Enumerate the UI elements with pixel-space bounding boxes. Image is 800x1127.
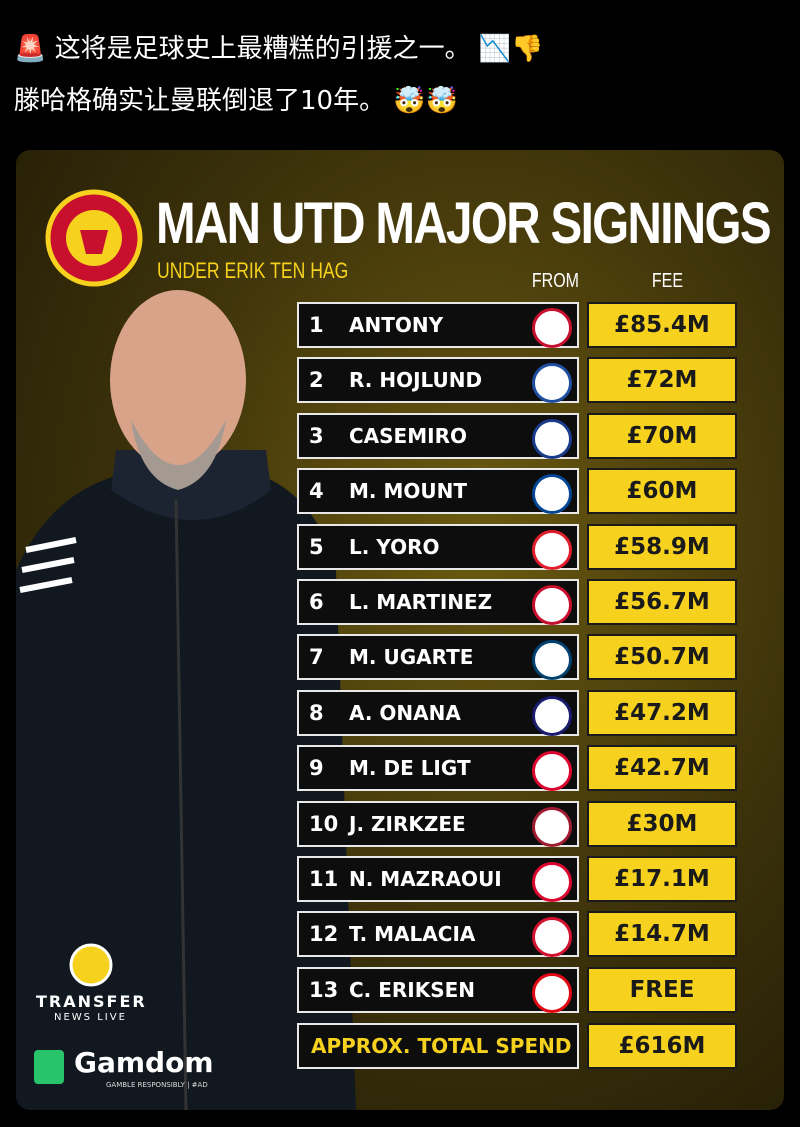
- club-crest: [45, 189, 143, 287]
- fee: £30M: [587, 800, 737, 847]
- club-logo: [532, 474, 572, 515]
- fee: £42.7M: [587, 745, 737, 792]
- player-row: 6 L. MARTINEZ: [297, 579, 579, 625]
- club-logo: [532, 695, 572, 736]
- player-name: L. MARTINEZ: [349, 590, 493, 614]
- player-row: 2 R. HOJLUND: [297, 357, 579, 404]
- player-row: 3 CASEMIRO: [297, 412, 579, 459]
- fee: £47.2M: [587, 689, 737, 736]
- player-name: M. DE LIGT: [349, 756, 471, 781]
- rank: 12: [309, 922, 339, 947]
- player-name: A. ONANA: [349, 700, 461, 725]
- club-logo: [532, 751, 572, 792]
- player-row: 10 J. ZIRKZEE: [297, 800, 579, 847]
- sponsor-note: GAMBLE RESPONSIBLY | #AD: [106, 1081, 208, 1089]
- sponsor: Gamdom: [74, 1046, 214, 1079]
- player-name: T. MALACIA: [349, 922, 476, 947]
- player-name: M. MOUNT: [349, 479, 467, 504]
- player-row: 9 M. DE LIGT: [297, 745, 579, 792]
- brand-text: NEWS LIVE: [54, 1012, 127, 1023]
- player-row: 8 A. ONANA: [297, 689, 579, 736]
- player-row: 7 M. UGARTE: [297, 634, 579, 681]
- total-label-box: APPROX. TOTAL SPEND: [297, 1023, 579, 1069]
- fee: £70M: [587, 412, 737, 459]
- column-header: FEE: [651, 270, 684, 292]
- player-name: C. ERIKSEN: [349, 977, 476, 1002]
- club-logo: [532, 308, 572, 348]
- rank: 3: [309, 423, 324, 448]
- club-logo: [532, 585, 572, 625]
- club-logo: [532, 972, 572, 1013]
- rank: 9: [309, 756, 324, 781]
- brand-logo: [34, 943, 113, 1084]
- fee: £14.7M: [587, 911, 737, 958]
- artwork: [16, 189, 356, 1110]
- rank: 10: [309, 811, 339, 836]
- player-row: 12 T. MALACIA: [297, 911, 579, 958]
- rank: 6: [309, 590, 324, 614]
- club-logo: [532, 806, 572, 847]
- fee: £17.1M: [587, 856, 737, 902]
- rank: 8: [309, 700, 324, 725]
- total-value: £616M: [587, 1023, 737, 1069]
- post-line: 滕哈格确实让曼联倒退了10年。 🤯🤯: [14, 86, 459, 116]
- club-logo: [532, 418, 572, 459]
- rank: 7: [309, 645, 324, 670]
- subtitle: UNDER ERIK TEN HAG: [157, 258, 349, 283]
- player-row: 1 ANTONY: [297, 302, 579, 348]
- club-logo: [532, 640, 572, 681]
- rank: 1: [309, 313, 324, 337]
- club-logo: [532, 529, 572, 570]
- player-name: J. ZIRKZEE: [349, 811, 466, 836]
- fee: £60M: [587, 468, 737, 515]
- post-line: 🚨 这将是足球史上最糟糕的引援之一。 📉👎: [14, 34, 544, 64]
- player-name: CASEMIRO: [349, 423, 467, 448]
- player-name: L. YORO: [349, 534, 440, 559]
- player-row: 11 N. MAZRAOUI: [297, 856, 579, 902]
- fee: FREE: [587, 966, 737, 1013]
- club-logo: [532, 363, 572, 404]
- fee: £58.9M: [587, 523, 737, 570]
- rank: 4: [309, 479, 324, 504]
- club-logo: [532, 917, 572, 958]
- column-header: FROM: [531, 270, 580, 292]
- fee: £56.7M: [587, 579, 737, 625]
- rank: 13: [309, 977, 339, 1002]
- player-name: N. MAZRAOUI: [349, 867, 502, 891]
- player-name: M. UGARTE: [349, 645, 474, 670]
- rank: 2: [309, 368, 324, 393]
- total-label: APPROX. TOTAL SPEND: [311, 1034, 572, 1058]
- infographic: MAN UTD MAJOR SIGNINGS UNDER ERIK TEN HA…: [16, 150, 784, 1110]
- fee: £50.7M: [587, 634, 737, 681]
- fee: £72M: [587, 357, 737, 404]
- club-logo: [532, 862, 572, 902]
- rank: 11: [309, 867, 339, 891]
- player-row: 4 M. MOUNT: [297, 468, 579, 515]
- brand-text: TRANSFER: [36, 992, 147, 1011]
- player-name: R. HOJLUND: [349, 368, 483, 393]
- fee: £85.4M: [587, 302, 737, 348]
- player-name: ANTONY: [349, 313, 444, 337]
- player-row: 13 C. ERIKSEN: [297, 966, 579, 1013]
- title: MAN UTD MAJOR SIGNINGS: [156, 191, 772, 256]
- player-row: 5 L. YORO: [297, 523, 579, 570]
- rank: 5: [309, 534, 324, 559]
